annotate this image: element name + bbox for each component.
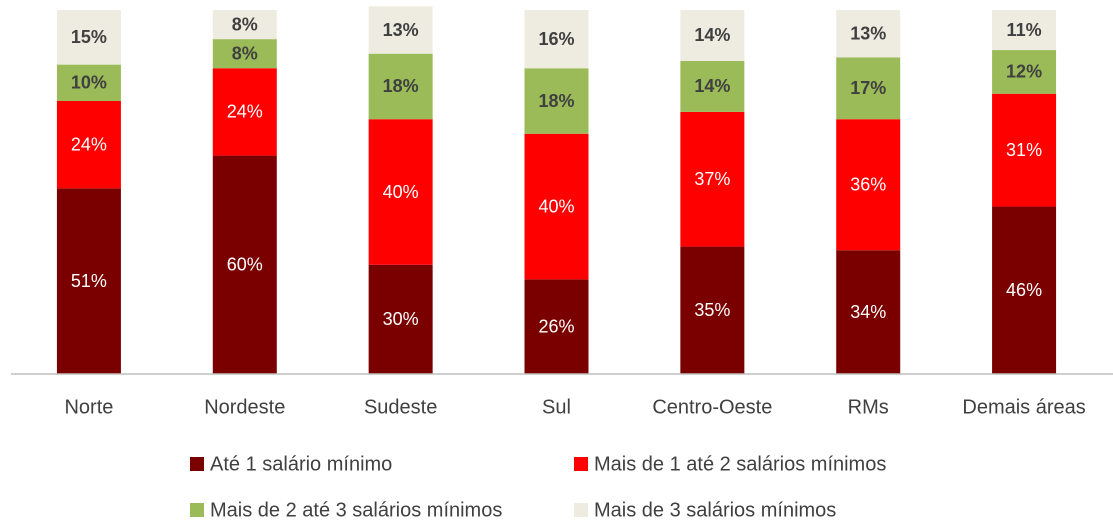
bar-segment: [992, 10, 1057, 51]
data-label: 40%: [538, 196, 574, 216]
data-label: 37%: [694, 169, 730, 189]
data-label: 8%: [232, 43, 258, 63]
x-tick-label: Nordeste: [204, 396, 285, 418]
bar-segment: [56, 101, 121, 189]
data-label: 31%: [1006, 140, 1042, 160]
data-label: 13%: [383, 20, 419, 40]
bar-segment: [368, 264, 433, 374]
x-tick-label: Norte: [64, 396, 113, 418]
data-label: 60%: [227, 255, 263, 275]
data-label: 36%: [850, 174, 886, 194]
bar-segment: [836, 119, 901, 251]
data-label: 40%: [383, 182, 419, 202]
data-label: 13%: [850, 23, 886, 43]
bar-segment: [836, 250, 901, 374]
data-label: 16%: [538, 29, 574, 49]
legend-label: Mais de 3 salários mínimos: [594, 499, 836, 521]
bar-segment: [212, 10, 277, 40]
data-label: 34%: [850, 302, 886, 322]
bar-segment: [56, 64, 121, 101]
bar-segment: [524, 68, 589, 134]
data-label: 30%: [383, 309, 419, 329]
legend-label: Mais de 2 até 3 salários mínimos: [210, 499, 502, 521]
bar-segment: [56, 10, 121, 65]
data-label: 18%: [538, 91, 574, 111]
bar-segment: [680, 10, 745, 61]
bar-segment: [212, 39, 277, 69]
data-label: 15%: [71, 27, 107, 47]
data-label: 10%: [71, 73, 107, 93]
bar-segment: [212, 155, 277, 374]
bar-segment: [524, 133, 589, 280]
bar-segment: [524, 279, 589, 374]
bar-segment: [992, 93, 1057, 207]
legend-swatch: [574, 457, 588, 471]
data-label: 35%: [694, 300, 730, 320]
bar-segment: [680, 246, 745, 374]
x-tick-label: Sul: [542, 396, 571, 418]
data-label: 24%: [227, 102, 263, 122]
bar-segment: [368, 53, 433, 120]
legend-label: Mais de 1 até 2 salários mínimos: [594, 453, 886, 475]
legend-swatch: [574, 503, 588, 517]
data-label: 11%: [1007, 20, 1042, 40]
data-label: 24%: [71, 134, 107, 154]
data-label: 51%: [71, 271, 107, 291]
x-tick-label: Demais áreas: [962, 396, 1085, 418]
bar-segment: [524, 10, 589, 69]
data-label: 26%: [538, 316, 574, 336]
bar-segment: [56, 188, 121, 374]
data-label: 8%: [232, 14, 258, 34]
bar-segment: [368, 6, 433, 54]
data-label: 14%: [694, 25, 730, 45]
bar-segment: [836, 57, 901, 120]
bar-segment: [992, 206, 1057, 374]
data-label: 14%: [694, 76, 730, 96]
data-label: 18%: [383, 76, 419, 96]
x-tick-label: Sudeste: [364, 396, 437, 418]
bar-segment: [992, 50, 1057, 94]
legend-swatch: [190, 503, 204, 517]
data-label: 12%: [1006, 62, 1042, 82]
bar-segment: [680, 111, 745, 247]
x-tick-label: RMs: [848, 396, 889, 418]
x-tick-label: Centro-Oeste: [652, 396, 772, 418]
data-label: 17%: [850, 78, 886, 98]
legend-swatch: [190, 457, 204, 471]
bar-segment: [680, 60, 745, 112]
bar-segment: [212, 68, 277, 156]
data-label: 46%: [1006, 280, 1042, 300]
legend-label: Até 1 salário mínimo: [210, 453, 392, 475]
bar-segment: [368, 119, 433, 265]
bar-segment: [836, 10, 901, 58]
